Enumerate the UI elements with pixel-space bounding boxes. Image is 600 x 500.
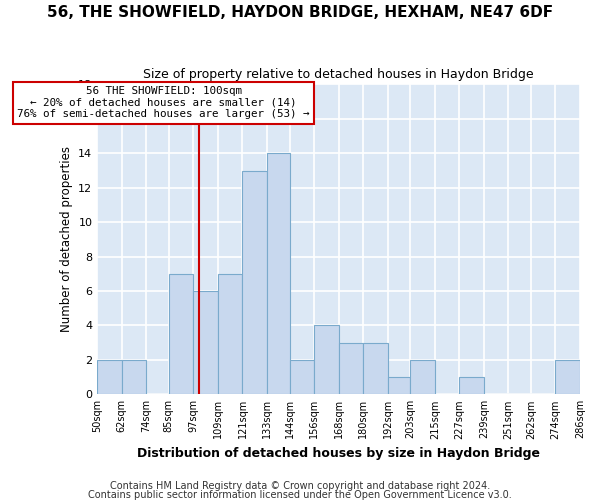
X-axis label: Distribution of detached houses by size in Haydon Bridge: Distribution of detached houses by size … (137, 447, 540, 460)
Bar (290, 360, 314, 394)
Text: 56, THE SHOWFIELD, HAYDON BRIDGE, HEXHAM, NE47 6DF: 56, THE SHOWFIELD, HAYDON BRIDGE, HEXHAM… (47, 5, 553, 20)
Bar (556, 360, 580, 394)
Bar (314, 326, 338, 394)
Bar (363, 342, 388, 394)
Bar (97, 360, 122, 394)
Bar (410, 360, 435, 394)
Text: Contains public sector information licensed under the Open Government Licence v3: Contains public sector information licen… (88, 490, 512, 500)
Bar (388, 377, 410, 394)
Bar (338, 342, 363, 394)
Bar (169, 274, 193, 394)
Bar (193, 291, 218, 395)
Bar (460, 377, 484, 394)
Text: 56 THE SHOWFIELD: 100sqm
← 20% of detached houses are smaller (14)
76% of semi-d: 56 THE SHOWFIELD: 100sqm ← 20% of detach… (17, 86, 310, 120)
Bar (218, 274, 242, 394)
Bar (122, 360, 146, 394)
Bar (267, 154, 290, 394)
Bar (242, 170, 267, 394)
Y-axis label: Number of detached properties: Number of detached properties (59, 146, 73, 332)
Title: Size of property relative to detached houses in Haydon Bridge: Size of property relative to detached ho… (143, 68, 534, 80)
Text: Contains HM Land Registry data © Crown copyright and database right 2024.: Contains HM Land Registry data © Crown c… (110, 481, 490, 491)
